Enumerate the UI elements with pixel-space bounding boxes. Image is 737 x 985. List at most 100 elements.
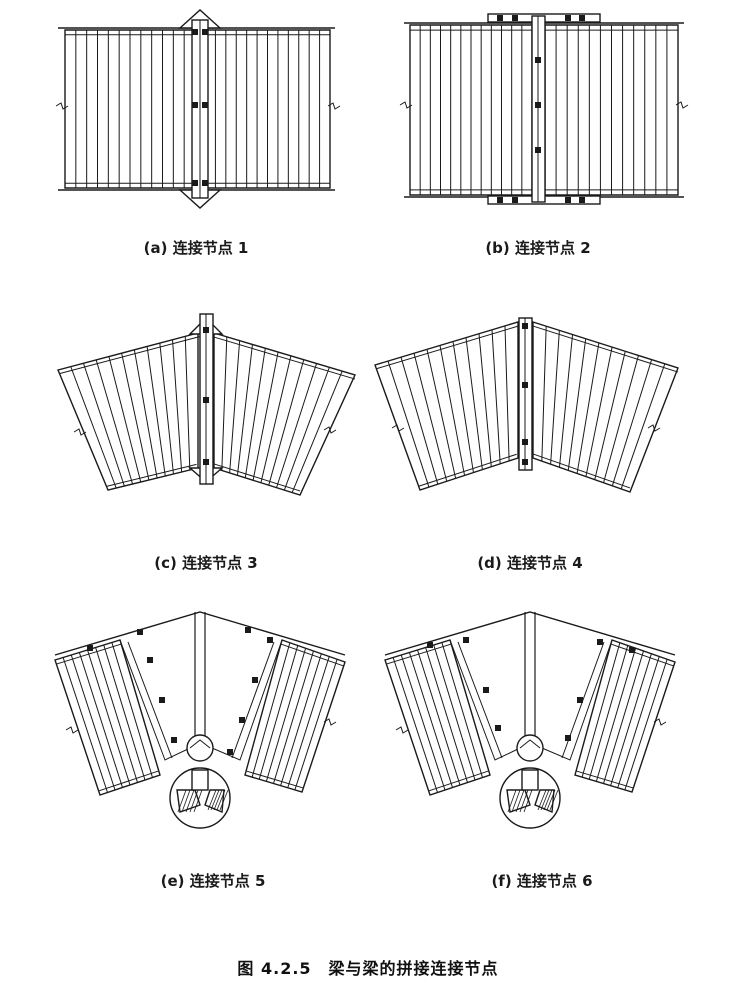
panel-f-detail-hatch: [519, 789, 529, 813]
panel-f-node-detail: [519, 739, 541, 749]
panel-e-detail-hatch: [177, 789, 187, 813]
panel-f-detail-circle: [499, 767, 561, 829]
panel-f-node-circle: [516, 734, 544, 762]
d-left-slab-rib: [439, 345, 466, 476]
d-right-slab-rib: [611, 359, 653, 486]
panel-f-detail-hatch: [543, 789, 553, 811]
panel-f-right-inner-beam: [541, 639, 613, 761]
panel-f-bolt: [495, 725, 501, 731]
panel-f-break-right: [653, 718, 667, 726]
panel-e-left-slab-rib: [78, 652, 123, 788]
d-bolt: [522, 323, 528, 329]
panel-f-detail-hatch: [511, 789, 521, 813]
c-right-slab-flange-top: [213, 336, 356, 380]
d-right-slab-rib: [576, 342, 600, 474]
panel-e-detail-hatch: [193, 789, 203, 813]
panel-b-drawing: [399, 13, 689, 205]
d-left-slab-rib: [491, 329, 501, 464]
panel-f-detail-hatch: [523, 789, 533, 813]
panel-f-detail-hatch: [540, 789, 550, 811]
caption-f: (f) 连接节点 6: [491, 872, 593, 890]
panel-f-drawing: [384, 611, 676, 829]
panel-f-right-slab-rib: [610, 653, 652, 786]
b-bolt-bottom: [497, 197, 503, 203]
a-bolt: [202, 102, 208, 108]
panel-e-bolt: [245, 627, 251, 633]
d-bolt: [522, 382, 528, 388]
panel-e-detail-hatch: [210, 789, 220, 811]
d-left-slab-rib: [465, 337, 483, 470]
c-left-slab-flange-top: [59, 336, 200, 375]
a-bolt: [202, 29, 208, 35]
panel-f-left-inner-beam: [449, 639, 521, 761]
d-left-slab-rib: [478, 333, 492, 467]
caption-d: (d) 连接节点 4: [477, 554, 583, 572]
panel-e-detail-web: [191, 769, 209, 791]
panel-e-detail-hatch: [189, 789, 199, 813]
c-right-slab-rib: [221, 336, 228, 471]
c-left-slab-rib: [172, 339, 183, 473]
panel-e-detail-hatch: [181, 789, 191, 813]
panel-f-bolt: [629, 647, 635, 653]
panel-e-right-slab-rib: [258, 645, 299, 780]
b-bolt-top: [497, 15, 503, 21]
c-right-slab-rib: [236, 344, 253, 476]
b-bolt-bottom: [565, 197, 571, 203]
a-bolt: [192, 102, 198, 108]
panel-f-bolt: [427, 642, 433, 648]
c-left-slab-rib: [95, 359, 134, 485]
b-bolt-top: [512, 15, 518, 21]
d-break-right: [647, 424, 661, 432]
c-right-slab-rib: [260, 355, 292, 483]
panel-f-detail-hatch: [515, 789, 525, 813]
panel-e-bolt: [137, 629, 143, 635]
panel-e-detail-hatch: [213, 789, 223, 811]
panel-f-right-slab-rib: [581, 642, 621, 778]
c-left-slab-rib: [70, 366, 117, 489]
c-left-slab-rib: [146, 346, 166, 477]
c-right-slab-rib: [268, 359, 305, 486]
c-left-slab-rib: [82, 363, 125, 487]
d-left-slab-flange-top: [376, 325, 520, 370]
panel-f-left-slab-rib: [408, 652, 453, 788]
d-right-slab-rib: [550, 330, 560, 465]
panel-e-right-slab-rib: [287, 656, 330, 788]
c-bolt: [203, 459, 209, 465]
panel-f-bolt: [483, 687, 489, 693]
a-bolt: [192, 29, 198, 35]
panel-e-break-right: [323, 718, 337, 726]
c-right-slab-rib: [244, 348, 266, 478]
panel-e-left-slab-rib: [111, 642, 153, 778]
panel-f-detail-hatch: [537, 789, 547, 811]
panel-e-bolt: [227, 749, 233, 755]
panel-e-right-slab-rib: [273, 650, 314, 784]
panel-e-left-slab-rib: [103, 644, 146, 781]
d-right-slab-rib: [620, 363, 666, 490]
panel-e-detail-hatch: [207, 789, 217, 811]
panel-e-left-inner-beam: [119, 639, 191, 761]
panel-f-bolt: [597, 639, 603, 645]
panel-e-left-slab-rib: [95, 647, 138, 783]
panel-e-left-slab-rib: [70, 654, 116, 791]
panel-f-right-slab-rib: [624, 659, 668, 791]
d-right-slab-rib: [567, 338, 587, 471]
panel-e-detail-hatch: [216, 789, 226, 811]
a-break-right: [327, 102, 341, 110]
panel-e-detail-hatch: [185, 789, 195, 813]
figure-title: 图 4.2.5 梁与梁的拼接连接节点: [237, 959, 499, 978]
c-left-slab-rib: [184, 336, 191, 471]
panel-f-left-slab-rib: [417, 649, 461, 786]
b-bolt-web: [535, 147, 541, 153]
panel-e-bolt: [159, 697, 165, 703]
panel-e-drawing: [54, 611, 346, 829]
panel-e-left-slab-outline: [54, 639, 161, 796]
d-bolt: [522, 459, 528, 465]
panel-e-right-slab-rib: [251, 642, 291, 778]
c-bolt: [203, 327, 209, 333]
d-right-slab-rib: [603, 355, 639, 483]
panel-e-right-slab-rib: [294, 659, 338, 791]
c-break-left: [73, 428, 87, 436]
panel-f-left-slab-rib: [400, 654, 446, 791]
panel-f-bolt: [463, 637, 469, 643]
panel-e-bolt: [239, 717, 245, 723]
